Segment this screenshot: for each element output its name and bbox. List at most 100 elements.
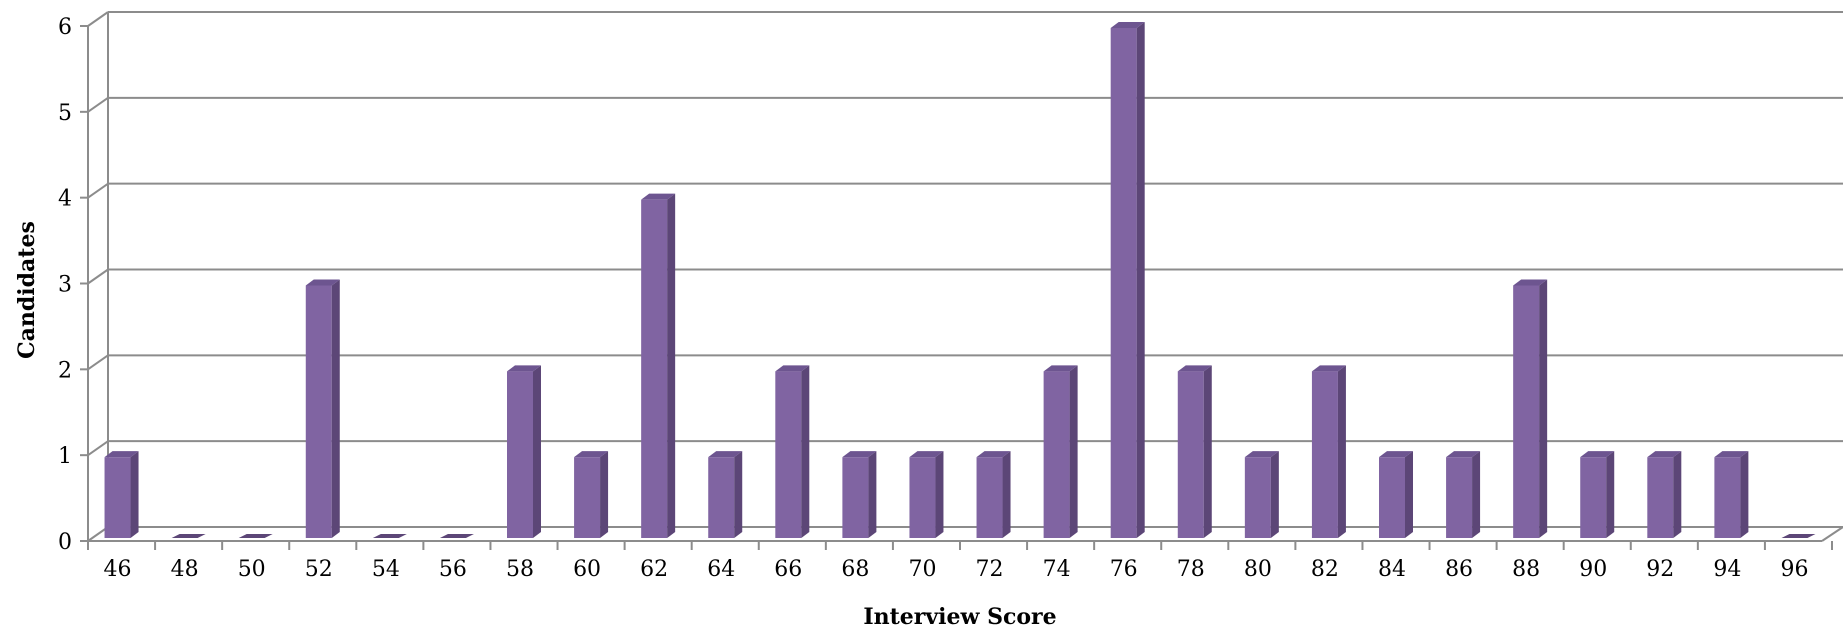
y-tick-labels: 0 1 2 3 4 5 6	[58, 15, 72, 555]
gridline	[87, 11, 109, 27]
bar-top	[909, 451, 944, 458]
bar-side	[667, 193, 676, 538]
bar-top	[1379, 451, 1413, 458]
bar-front	[1110, 28, 1137, 538]
y-tick-label: 2	[58, 358, 72, 383]
bar-front	[641, 199, 668, 538]
bar-front	[1714, 457, 1741, 538]
bar	[1513, 279, 1548, 538]
bar-side	[331, 279, 340, 538]
x-tick-label: 60	[573, 557, 601, 582]
bar-front	[909, 457, 936, 538]
bar-top	[1311, 365, 1346, 372]
bar-front	[104, 457, 131, 538]
x-tick-label: 96	[1780, 557, 1808, 582]
y-tick-label: 5	[58, 101, 72, 126]
bar-top	[574, 451, 609, 458]
bar-top	[238, 534, 273, 538]
bar	[305, 279, 340, 538]
bar-side	[1606, 451, 1615, 538]
bar-front	[1244, 457, 1271, 538]
y-tick-label: 1	[58, 444, 72, 469]
bars	[104, 22, 1816, 538]
bar-side	[1203, 365, 1212, 538]
bar-side	[533, 365, 541, 538]
bar-side	[801, 365, 810, 538]
bar-side	[1337, 365, 1346, 538]
bar-top	[641, 193, 676, 200]
bar	[238, 534, 273, 538]
bar	[775, 365, 810, 538]
bar-front	[1177, 371, 1204, 538]
x-tick-label: 46	[104, 557, 132, 582]
bar-front	[1379, 457, 1405, 538]
bar-side	[1740, 451, 1749, 538]
bar-top	[976, 451, 1011, 458]
bar	[842, 451, 877, 538]
bar-top	[372, 534, 407, 538]
x-tick-label: 92	[1646, 557, 1674, 582]
x-tick-label: 76	[1110, 557, 1138, 582]
x-tick-label: 70	[908, 557, 936, 582]
bar-top	[1177, 365, 1212, 372]
x-tick-label: 78	[1177, 557, 1205, 582]
gridline	[87, 440, 109, 456]
bar-side	[1472, 451, 1481, 538]
bar-top	[1580, 451, 1615, 458]
bar	[171, 534, 206, 538]
y-axis-title: Candidates	[14, 221, 40, 359]
bar	[1244, 451, 1279, 538]
bar	[1781, 534, 1816, 538]
x-tick-label: 64	[707, 557, 735, 582]
bar-front	[976, 457, 1003, 538]
y-tick-label: 3	[58, 273, 72, 298]
bar	[1043, 365, 1078, 538]
bar-front	[775, 371, 802, 538]
bar	[909, 451, 944, 538]
x-tick-labels: 46 48 50 52 54 56 58 60 62 64 66 68 70 72 74 76 78 80 82 84…	[104, 557, 1809, 582]
x-tick-label: 80	[1244, 557, 1272, 582]
gridline	[87, 354, 109, 371]
bar	[439, 534, 474, 538]
bar-top	[171, 534, 206, 538]
x-tick-label: 88	[1512, 557, 1540, 582]
bar-top	[439, 534, 474, 538]
bar-front	[1446, 457, 1473, 538]
x-tick-label: 54	[372, 557, 400, 582]
gridline	[87, 268, 109, 285]
bar-front	[1647, 457, 1674, 538]
bar	[1647, 451, 1682, 538]
bar-front	[574, 457, 601, 538]
bar-side	[734, 451, 743, 538]
bar-top	[1513, 279, 1548, 286]
bar-front	[1043, 371, 1070, 538]
bar-top	[507, 365, 541, 372]
bar	[1580, 451, 1615, 538]
bar-side	[1405, 451, 1413, 538]
bar-top	[1647, 451, 1682, 458]
bar-side	[868, 451, 877, 538]
bar	[1379, 451, 1413, 538]
x-tick-label: 48	[171, 557, 199, 582]
x-tick-label: 72	[976, 557, 1004, 582]
axes	[80, 12, 1843, 550]
bar-side	[1673, 451, 1682, 538]
bar-side	[130, 451, 139, 538]
bar-front	[842, 457, 869, 538]
bar-front	[1311, 371, 1338, 538]
bar-top	[104, 451, 139, 458]
bar	[1110, 22, 1145, 538]
floor-right-edge	[1821, 526, 1843, 542]
y-tick-label: 0	[58, 530, 72, 555]
x-tick-label: 50	[238, 557, 266, 582]
bar	[574, 451, 609, 538]
bar	[1311, 365, 1346, 538]
bar-front	[507, 371, 533, 538]
bar-top	[775, 365, 810, 372]
bar-top	[1446, 451, 1481, 458]
bar-side	[1270, 451, 1279, 538]
bar-front	[1513, 285, 1540, 538]
bar	[976, 451, 1011, 538]
x-tick-label: 74	[1043, 557, 1071, 582]
